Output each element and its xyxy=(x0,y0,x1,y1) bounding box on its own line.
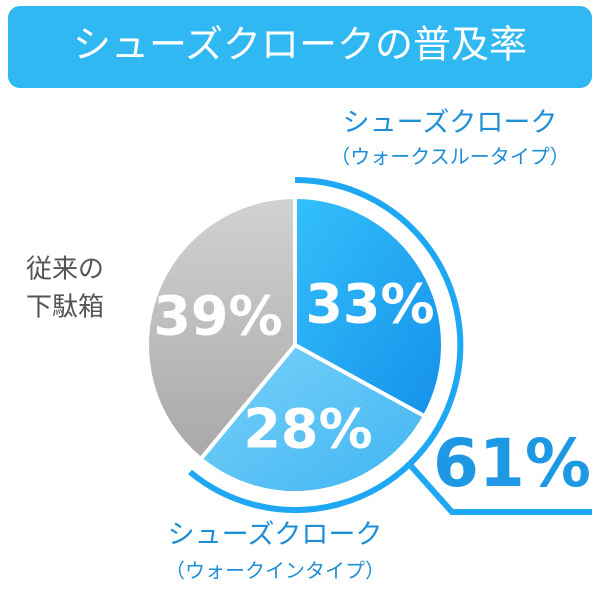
category-label: シューズクローク xyxy=(343,108,558,139)
group-bracket xyxy=(408,464,592,515)
group-arc xyxy=(188,176,464,513)
pie xyxy=(145,194,445,495)
pie-slice xyxy=(293,194,445,420)
value-label: 28% xyxy=(243,398,372,461)
category-label: 下駄箱 xyxy=(26,293,104,323)
chart-title: シューズクロークの普及率 xyxy=(73,23,527,67)
pie-slice xyxy=(145,194,297,462)
value-label: 33% xyxy=(305,273,434,336)
group-total: 61% xyxy=(433,425,591,502)
category-label: （ウォークインタイプ） xyxy=(165,559,385,583)
category-label: シューズクローク xyxy=(168,520,383,551)
category-label: （ウォークスルータイプ） xyxy=(330,145,569,169)
value-label: 39% xyxy=(153,285,282,348)
title-bar xyxy=(8,6,592,88)
pie-slice xyxy=(197,342,428,495)
category-label: 従来の xyxy=(26,255,104,285)
